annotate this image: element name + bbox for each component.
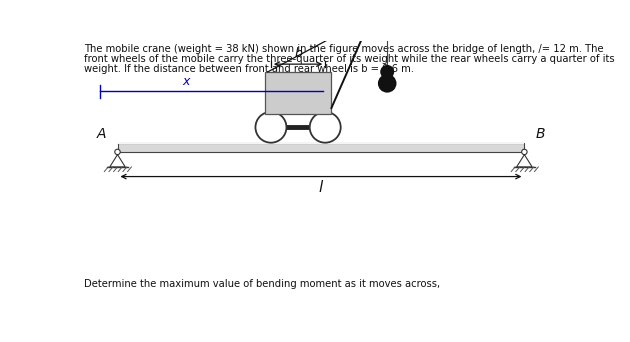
Text: The mobile crane (weight = 38 kN) shown in the figure moves across the bridge of: The mobile crane (weight = 38 kN) shown …: [84, 44, 604, 54]
Circle shape: [522, 149, 527, 155]
Text: B: B: [536, 127, 545, 141]
Text: front wheels of the mobile carry the three-quarter of its weight while the rear : front wheels of the mobile carry the thr…: [84, 54, 615, 64]
Circle shape: [378, 74, 396, 93]
Text: b: b: [294, 47, 302, 60]
Text: weight. If the distance between front and rear wheel is b = 0.6 m.: weight. If the distance between front an…: [84, 64, 414, 74]
Circle shape: [381, 65, 394, 79]
Bar: [118, 143, 524, 152]
Text: A: A: [97, 127, 106, 141]
Text: l: l: [319, 180, 323, 195]
Circle shape: [255, 112, 287, 143]
Bar: [118, 143, 524, 144]
Bar: [265, 72, 331, 114]
Polygon shape: [110, 155, 125, 167]
Circle shape: [310, 112, 341, 143]
Polygon shape: [517, 155, 532, 167]
Text: Determine the maximum value of bending moment as it moves across,: Determine the maximum value of bending m…: [84, 279, 440, 289]
Circle shape: [115, 149, 120, 155]
Text: x: x: [182, 75, 190, 88]
